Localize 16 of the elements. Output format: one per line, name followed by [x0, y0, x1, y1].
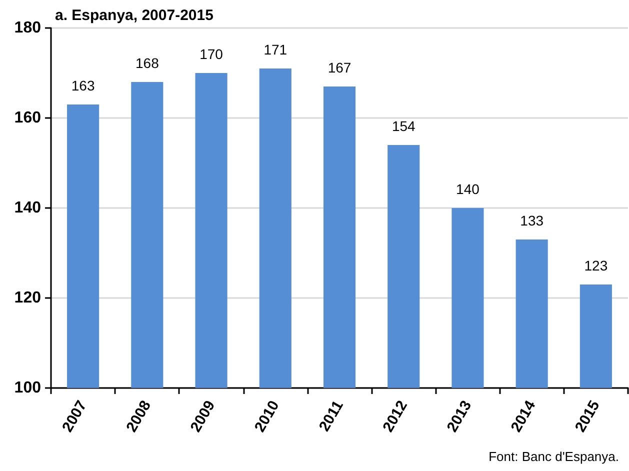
data-label: 171 — [264, 42, 288, 58]
chart-title: a. Espanya, 2007-2015 — [55, 7, 214, 24]
data-label: 123 — [584, 258, 608, 274]
data-label: 167 — [328, 60, 352, 76]
y-tick-label: 180 — [14, 20, 42, 36]
text: Font: Banc d'Espanya. — [488, 449, 620, 464]
data-label: 163 — [71, 78, 95, 94]
data-label: 140 — [456, 181, 480, 197]
y-tick-label: 100 — [14, 380, 42, 396]
data-label: 168 — [135, 55, 160, 71]
y-tick-label: 140 — [14, 200, 42, 216]
y-tick-label: 160 — [14, 110, 42, 126]
y-tick-label: 120 — [14, 290, 42, 306]
data-label: 133 — [520, 212, 544, 228]
data-label: 154 — [392, 118, 416, 134]
data-label: 170 — [200, 46, 224, 62]
